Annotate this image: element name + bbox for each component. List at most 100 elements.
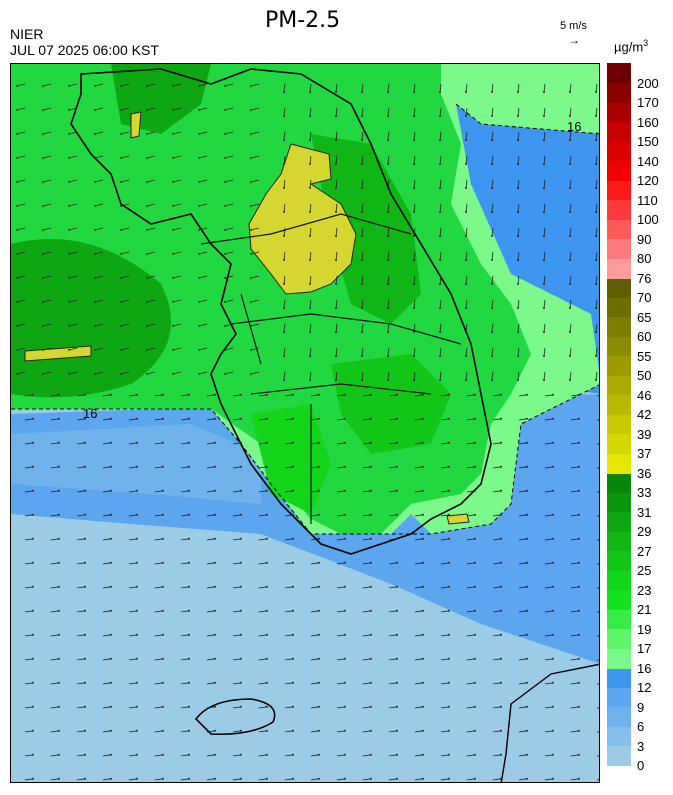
- wind-arrow: [466, 754, 475, 757]
- colorbar-segment: [607, 102, 631, 122]
- wind-arrow-head: [31, 513, 34, 516]
- wind-arrow-head: [439, 282, 441, 285]
- wind-arrow: [492, 586, 501, 589]
- wind-arrow-head: [569, 186, 571, 189]
- wind-arrow-head: [465, 258, 467, 261]
- wind-arrow: [413, 107, 416, 116]
- wind-arrow-head: [413, 258, 415, 261]
- wind-arrow: [414, 634, 423, 637]
- wind-arrow: [173, 179, 182, 183]
- wind-arrow: [225, 107, 234, 111]
- wind-arrow: [544, 634, 553, 637]
- wind-arrow-head: [146, 276, 149, 279]
- wind-arrow: [128, 658, 137, 661]
- wind-arrow-head: [395, 561, 398, 564]
- wind-arrow: [336, 706, 345, 709]
- wind-arrow-head: [369, 753, 372, 756]
- colorbar-segment: [607, 589, 631, 610]
- colorbar: [607, 63, 631, 766]
- wind-arrow-head: [551, 585, 554, 588]
- wind-arrow-head: [283, 138, 285, 141]
- wind-arrow: [180, 778, 189, 781]
- wind-arrow-head: [109, 729, 112, 732]
- wind-arrow: [570, 706, 579, 709]
- wind-arrow-head: [517, 210, 519, 213]
- wind-arrow-head: [525, 441, 528, 444]
- wind-arrow: [414, 754, 423, 757]
- wind-arrow: [414, 538, 423, 541]
- wind-arrow: [283, 251, 286, 260]
- wind-arrow-head: [31, 777, 34, 780]
- colorbar-segment: [607, 726, 631, 746]
- wind-arrow: [95, 299, 104, 303]
- wind-arrow: [595, 203, 598, 212]
- wind-arrow: [69, 299, 78, 303]
- wind-arrow: [570, 442, 579, 445]
- wind-arrow: [335, 131, 338, 140]
- wind-arrow-head: [543, 210, 545, 213]
- wind-arrow-head: [239, 489, 242, 492]
- wind-arrow: [570, 586, 579, 589]
- wind-arrow: [544, 586, 553, 589]
- wind-arrow: [569, 347, 572, 356]
- wind-arrow-head: [309, 354, 311, 357]
- wind-arrow: [413, 227, 416, 236]
- wind-arrow: [517, 155, 520, 164]
- colorbar-segment: [607, 160, 631, 181]
- wind-arrow-head: [109, 537, 112, 540]
- wind-arrow-head: [31, 633, 34, 636]
- wind-arrow-head: [447, 465, 450, 468]
- wind-arrow-head: [343, 465, 346, 468]
- wind-arrow: [258, 562, 267, 565]
- wind-arrow-head: [473, 441, 476, 444]
- wind-arrow-head: [525, 417, 528, 420]
- wind-arrow: [206, 658, 215, 661]
- wind-arrow-head: [517, 330, 519, 333]
- wind-arrow-head: [57, 657, 60, 660]
- wind-arrow: [596, 395, 599, 397]
- wind-arrow: [147, 83, 156, 87]
- wind-arrow: [439, 227, 442, 236]
- wind-arrow-head: [421, 441, 424, 444]
- wind-arrow-head: [525, 777, 528, 780]
- wind-arrow-head: [161, 753, 164, 756]
- wind-arrow: [121, 275, 130, 279]
- wind-arrow-head: [120, 300, 123, 303]
- wind-arrow-head: [317, 609, 320, 612]
- wind-arrow: [465, 131, 468, 140]
- colorbar-tick-label: 150: [637, 134, 659, 149]
- wind-arrow: [284, 754, 293, 757]
- wind-arrow: [414, 562, 423, 565]
- wind-arrow-head: [68, 228, 71, 231]
- wind-arrow: [595, 323, 598, 332]
- wind-arrow-head: [413, 330, 415, 333]
- wind-arrow-head: [421, 633, 424, 636]
- wind-arrow: [180, 586, 189, 589]
- pm25-concentration-map[interactable]: 16 16: [10, 63, 600, 783]
- wind-arrow: [439, 107, 442, 116]
- wind-arrow: [596, 731, 599, 733]
- wind-arrow-head: [309, 90, 311, 93]
- wind-arrow: [439, 371, 442, 380]
- wind-arrow: [17, 179, 26, 183]
- wind-arrow-head: [447, 729, 450, 732]
- wind-arrow: [596, 779, 599, 781]
- wind-arrow-head: [120, 204, 123, 207]
- wind-arrow-head: [525, 657, 528, 660]
- wind-arrow-head: [213, 729, 216, 732]
- wind-arrow: [173, 371, 182, 375]
- wind-arrow: [518, 754, 527, 757]
- wind-arrow-head: [224, 372, 227, 375]
- wind-arrow-head: [57, 609, 60, 612]
- colorbar-tick-label: 3: [637, 738, 645, 754]
- wind-arrow-head: [213, 537, 216, 540]
- wind-arrow: [518, 706, 527, 709]
- wind-arrow-head: [413, 378, 415, 381]
- jeju-island: [194, 698, 276, 736]
- wind-arrow-head: [343, 537, 346, 540]
- wind-arrow-head: [213, 417, 216, 420]
- wind-arrow-head: [135, 465, 138, 468]
- wind-arrow-head: [198, 276, 201, 279]
- wind-arrow-head: [31, 585, 34, 588]
- wind-arrow-head: [465, 90, 467, 93]
